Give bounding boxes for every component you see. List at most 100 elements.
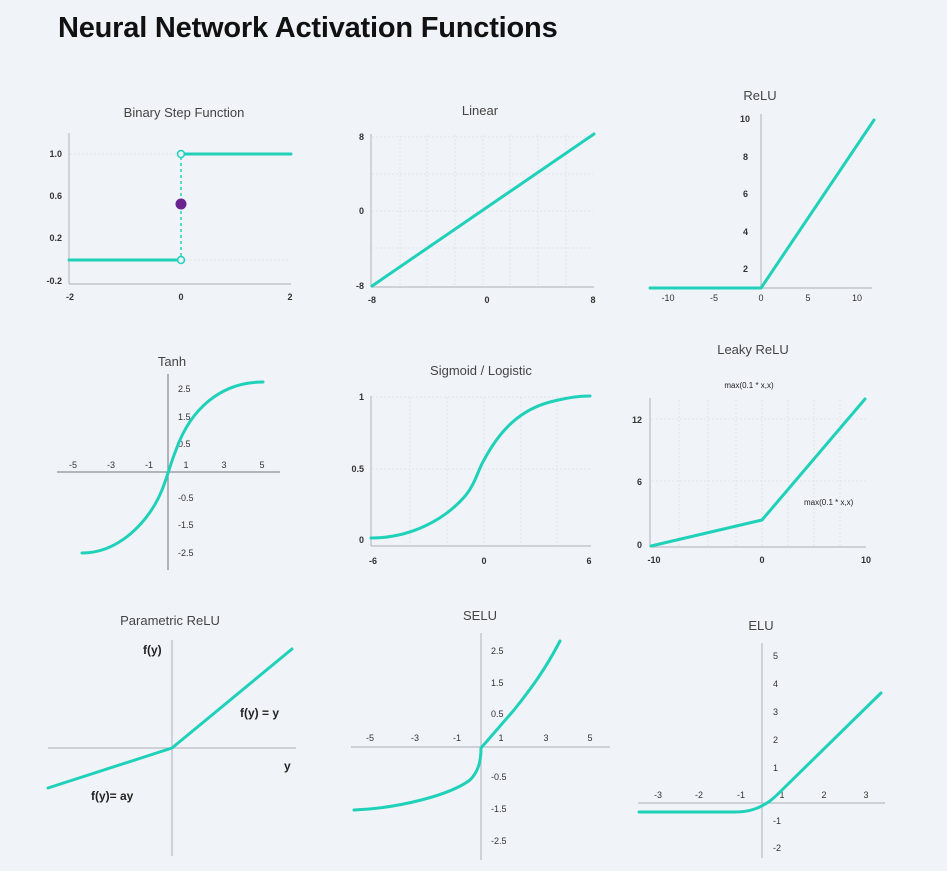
leaky-relu-curve (649, 397, 867, 548)
linear-curve (370, 132, 596, 288)
page-title: Neural Network Activation Functions (58, 12, 558, 44)
x-tick: 8 (590, 295, 595, 305)
x-tick: 2 (287, 292, 292, 302)
y-tick: 0 (359, 535, 364, 545)
parametric-relu-curve (46, 647, 294, 790)
x-tick: -2 (66, 292, 74, 302)
x-tick: -1 (453, 733, 461, 743)
y-tick: 2.5 (178, 384, 191, 394)
y-tick: -0.5 (491, 772, 507, 782)
y-tick: 2 (773, 735, 778, 745)
x-tick: -5 (366, 733, 374, 743)
x-tick: 1 (183, 460, 188, 470)
x-tick: -5 (69, 460, 77, 470)
x-tick: -1 (737, 790, 745, 800)
annotation-right: max(0.1 * x,x) (804, 498, 854, 507)
y-tick: 6 (743, 189, 748, 199)
x-tick: 0 (758, 293, 763, 303)
x-tick: -8 (368, 295, 376, 305)
y-tick: 8 (743, 152, 748, 162)
y-tick: 2.5 (491, 646, 504, 656)
sigmoid-curve (369, 394, 592, 540)
x-tick: 1 (498, 733, 503, 743)
y-tick: -2.5 (178, 548, 194, 558)
elu-curve (637, 691, 883, 814)
x-tick: -3 (107, 460, 115, 470)
chart-binary-step: Binary Step Function 1.0 0.6 0.2 -0.2 -2… (46, 105, 292, 302)
x-tick: 6 (586, 556, 591, 566)
x-tick: -6 (369, 556, 377, 566)
x-tick: 0 (178, 292, 183, 302)
open-point (176, 149, 186, 159)
y-tick: 4 (743, 227, 748, 237)
x-tick: -3 (411, 733, 419, 743)
y-tick: 0.6 (49, 191, 62, 201)
x-tick: 3 (543, 733, 548, 743)
y-tick: 0 (637, 540, 642, 550)
chart-leaky-relu: Leaky ReLU max(0.1 * x,x) 12 6 0 -10 0 1… (632, 342, 871, 565)
x-tick: -10 (661, 293, 674, 303)
chart-title: Binary Step Function (124, 105, 245, 120)
filled-point (175, 198, 187, 210)
chart-title: Linear (462, 103, 499, 118)
x-tick: 3 (863, 790, 868, 800)
x-tick: 10 (852, 293, 862, 303)
x-tick: 0 (481, 556, 486, 566)
chart-title: SELU (463, 608, 497, 623)
chart-elu: ELU 5 4 3 2 1 -1 -2 -3 -2 -1 1 2 3 (637, 618, 885, 858)
y-tick: -8 (356, 281, 364, 291)
x-tick: -10 (647, 555, 660, 565)
x-tick: 5 (805, 293, 810, 303)
x-tick: 3 (221, 460, 226, 470)
x-tick: 1 (779, 790, 784, 800)
chart-sigmoid: Sigmoid / Logistic 1 0.5 0 -6 0 6 (351, 363, 591, 566)
y-tick: -0.2 (46, 276, 62, 286)
y-tick: -2.5 (491, 836, 507, 846)
y-tick: 0.2 (49, 233, 62, 243)
y-axis-label: f(y) (143, 643, 162, 657)
x-axis-label: y (284, 759, 291, 773)
chart-title: Leaky ReLU (717, 342, 789, 357)
x-tick: 5 (587, 733, 592, 743)
x-tick: -1 (145, 460, 153, 470)
y-tick: 1.5 (178, 412, 191, 422)
y-tick: -2 (773, 843, 781, 853)
x-tick: 10 (861, 555, 871, 565)
x-tick: 0 (759, 555, 764, 565)
y-tick: -1 (773, 816, 781, 826)
y-tick: 0.5 (351, 464, 364, 474)
selu-curve (352, 639, 562, 812)
y-tick: 6 (637, 477, 642, 487)
chart-tanh: Tanh 2.5 1.5 0.5 -0.5 -1.5 -2.5 -5 -3 -1… (57, 354, 280, 570)
chart-title: Tanh (158, 354, 186, 369)
x-tick: 2 (821, 790, 826, 800)
chart-linear: Linear 8 0 -8 -8 0 8 (356, 103, 596, 305)
y-tick: 2 (743, 264, 748, 274)
y-tick: -1.5 (491, 804, 507, 814)
y-tick: 0.5 (178, 439, 191, 449)
chart-parametric-relu: Parametric ReLU f(y) y f(y) = y f(y)= ay (46, 613, 296, 856)
y-tick: 0.5 (491, 709, 504, 719)
y-tick: 12 (632, 415, 642, 425)
y-tick: 1.5 (491, 678, 504, 688)
y-tick: 0 (359, 206, 364, 216)
chart-title: ELU (748, 618, 773, 633)
x-tick: -2 (695, 790, 703, 800)
annotation-positive: f(y) = y (240, 706, 279, 720)
x-tick: -5 (710, 293, 718, 303)
y-tick: 3 (773, 707, 778, 717)
chart-relu: ReLU 10 8 6 4 2 -10 -5 0 5 10 (648, 88, 876, 303)
y-tick: 1 (359, 392, 364, 402)
x-tick: -3 (654, 790, 662, 800)
y-tick: 5 (773, 651, 778, 661)
open-point (176, 255, 186, 265)
y-tick: 8 (359, 132, 364, 142)
x-tick: 5 (259, 460, 264, 470)
y-tick: -0.5 (178, 493, 194, 503)
y-tick: 4 (773, 679, 778, 689)
y-tick: 1 (773, 763, 778, 773)
y-tick: -1.5 (178, 520, 194, 530)
annotation-negative: f(y)= ay (91, 789, 134, 803)
y-tick: 1.0 (49, 149, 62, 159)
